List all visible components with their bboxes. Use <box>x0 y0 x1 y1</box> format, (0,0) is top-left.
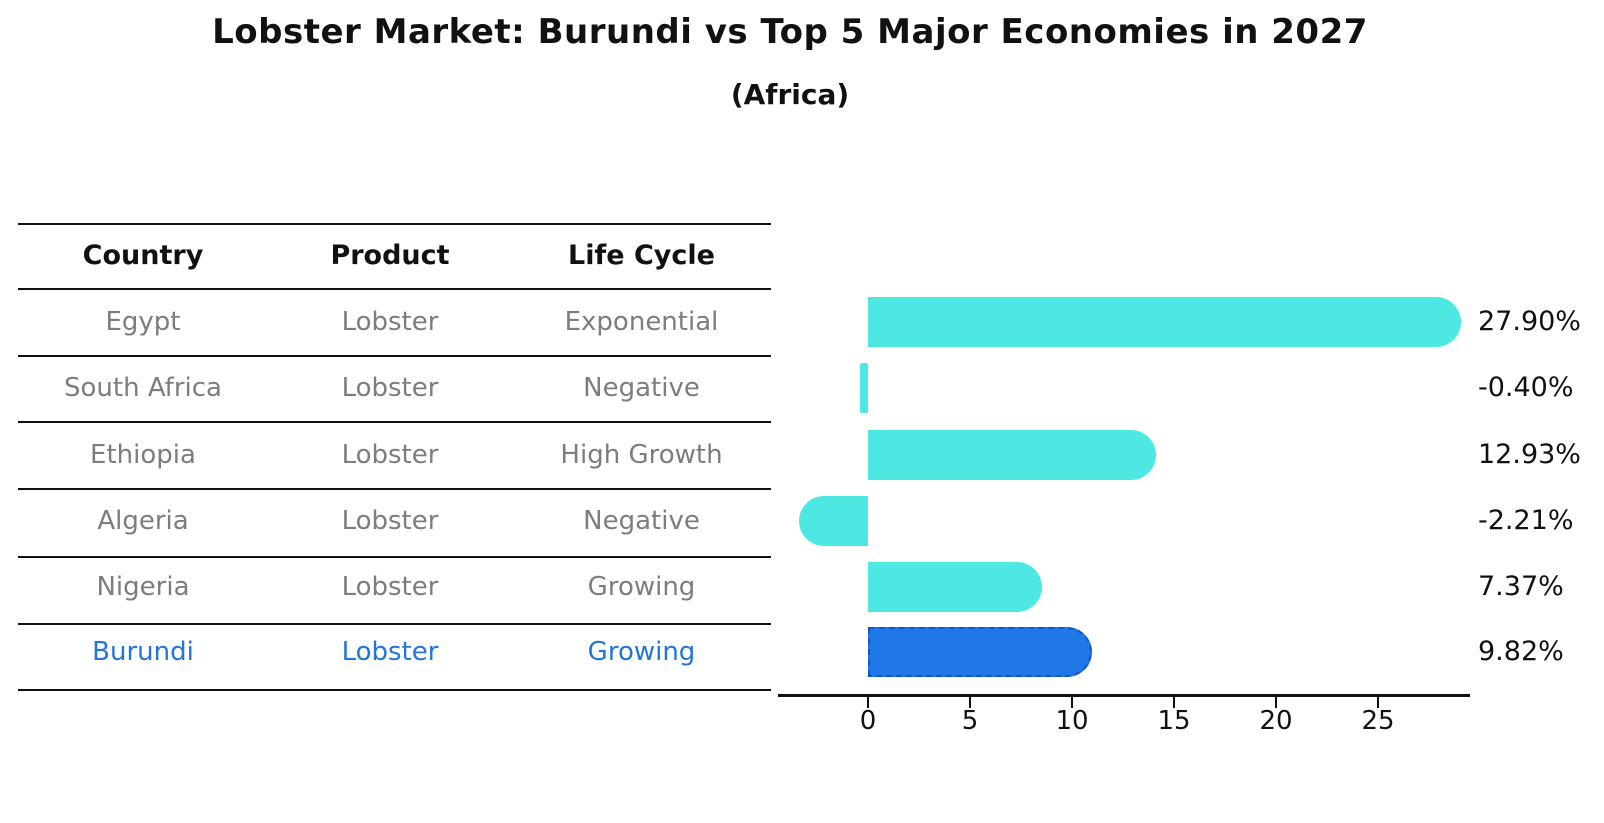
bar <box>868 562 1043 612</box>
table-header-row: Country Product Life Cycle <box>18 235 771 275</box>
lifecycle-cell: Growing <box>587 637 696 667</box>
lifecycle-cell: Growing <box>587 572 696 602</box>
lifecycle-cell: Negative <box>583 506 700 536</box>
product-cell: Lobster <box>341 572 439 602</box>
country-cell: Egypt <box>105 307 181 337</box>
product-cell: Lobster <box>341 637 439 667</box>
table-rule <box>18 556 771 558</box>
table-rule <box>18 488 771 490</box>
product-cell: Lobster <box>341 373 439 403</box>
bar <box>868 430 1156 480</box>
bar <box>859 363 868 413</box>
x-axis-tick-label: 25 <box>1361 706 1395 736</box>
chart-title: Lobster Market: Burundi vs Top 5 Major E… <box>212 12 1368 52</box>
x-axis-tick <box>1071 696 1073 708</box>
table-rule <box>18 623 771 625</box>
header-lifecycle: Life Cycle <box>568 239 715 271</box>
product-cell: Lobster <box>341 440 439 470</box>
table-row: Nigeria Lobster Growing <box>18 567 771 607</box>
country-cell: Algeria <box>97 506 189 536</box>
bar-value-label: -2.21% <box>1478 505 1574 536</box>
product-cell: Lobster <box>341 307 439 337</box>
x-axis-tick-label: 20 <box>1259 706 1293 736</box>
lifecycle-cell: Exponential <box>564 307 719 337</box>
x-axis-line <box>778 694 1470 697</box>
table-row: Ethiopia Lobster High Growth <box>18 435 771 475</box>
x-axis-tick-label: 0 <box>859 706 877 736</box>
header-country: Country <box>82 239 204 271</box>
table-rule <box>18 223 771 225</box>
x-axis-tick <box>1173 696 1175 708</box>
product-cell: Lobster <box>341 506 439 536</box>
header-product: Product <box>330 239 450 271</box>
bar <box>868 297 1462 347</box>
x-axis-tick-label: 15 <box>1157 706 1191 736</box>
chart-subtitle: (Africa) <box>730 78 850 111</box>
bar <box>798 496 868 546</box>
table-rule <box>18 288 771 290</box>
bar-value-label: -0.40% <box>1478 372 1574 403</box>
x-axis-tick <box>867 696 869 708</box>
country-cell: South Africa <box>64 373 222 403</box>
table-rule <box>18 421 771 423</box>
lifecycle-cell: High Growth <box>560 440 723 470</box>
bar-value-label: 7.37% <box>1478 571 1564 602</box>
x-axis-tick <box>1275 696 1277 708</box>
x-axis-tick-label: 10 <box>1055 706 1089 736</box>
bar-value-label: 12.93% <box>1478 439 1581 470</box>
table-rule <box>18 355 771 357</box>
country-cell: Burundi <box>92 637 194 667</box>
bar-value-label: 9.82% <box>1478 636 1564 667</box>
table-rule <box>18 689 771 691</box>
bar-value-label: 27.90% <box>1478 306 1581 337</box>
table-row: South Africa Lobster Negative <box>18 368 771 408</box>
x-axis-tick <box>1377 696 1379 708</box>
country-cell: Nigeria <box>96 572 190 602</box>
country-cell: Ethiopia <box>90 440 196 470</box>
x-axis-tick <box>969 696 971 708</box>
bar <box>868 627 1093 677</box>
lifecycle-cell: Negative <box>583 373 700 403</box>
table-row: Egypt Lobster Exponential <box>18 302 771 342</box>
x-axis-tick-label: 5 <box>961 706 979 736</box>
table-row: Burundi Lobster Growing <box>18 632 771 672</box>
table-row: Algeria Lobster Negative <box>18 501 771 541</box>
